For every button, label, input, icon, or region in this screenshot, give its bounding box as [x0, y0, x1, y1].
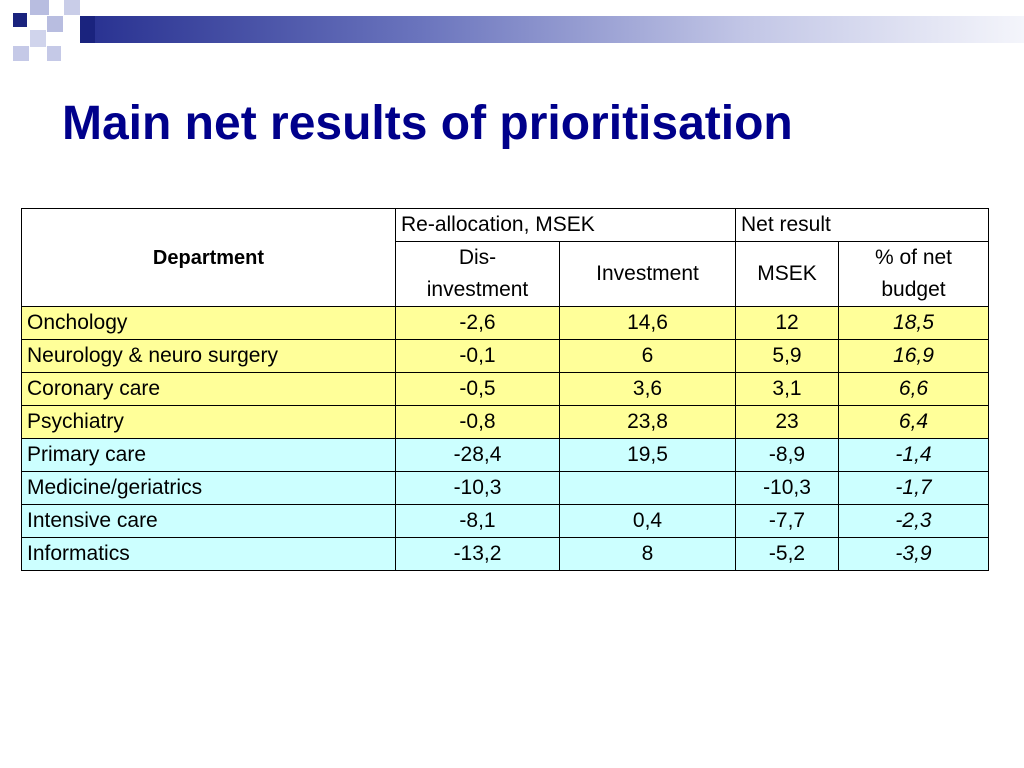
cell-department: Informatics: [21, 537, 396, 571]
header-department: Department: [21, 208, 396, 307]
cell-disinvestment: -2,6: [395, 306, 560, 340]
results-table: Department Re-allocation, MSEK Net resul…: [21, 208, 989, 571]
header-disinvestment: Dis- investment: [395, 241, 560, 307]
cell-net-pct: 6,4: [838, 405, 989, 439]
cell-investment: [559, 471, 736, 505]
cell-net-msek: -8,9: [735, 438, 839, 472]
cell-investment: 0,4: [559, 504, 736, 538]
cell-net-pct: -3,9: [838, 537, 989, 571]
cell-net-pct: -2,3: [838, 504, 989, 538]
header-disinvestment-line2: investment: [426, 278, 529, 301]
cell-net-msek: -5,2: [735, 537, 839, 571]
cell-disinvestment: -28,4: [395, 438, 560, 472]
cell-net-msek: 12: [735, 306, 839, 340]
cell-disinvestment: -10,3: [395, 471, 560, 505]
table-row: Medicine/geriatrics -10,3 -10,3 -1,7: [21, 471, 989, 505]
cell-net-pct: 16,9: [838, 339, 989, 373]
decorative-square: [13, 13, 27, 27]
cell-department: Coronary care: [21, 372, 396, 406]
table-row: Onchology -2,6 14,6 12 18,5: [21, 306, 989, 340]
cell-net-pct: 18,5: [838, 306, 989, 340]
table-row: Neurology & neuro surgery -0,1 6 5,9 16,9: [21, 339, 989, 373]
table-row: Primary care -28,4 19,5 -8,9 -1,4: [21, 438, 989, 472]
cell-investment: 8: [559, 537, 736, 571]
cell-net-pct: -1,7: [838, 471, 989, 505]
cell-investment: 19,5: [559, 438, 736, 472]
header-pct-line2: budget: [881, 278, 946, 301]
cell-net-pct: -1,4: [838, 438, 989, 472]
table-row: Informatics -13,2 8 -5,2 -3,9: [21, 537, 989, 571]
decorative-square: [13, 46, 29, 61]
cell-department: Intensive care: [21, 504, 396, 538]
decorative-square: [30, 30, 46, 47]
cell-disinvestment: -0,1: [395, 339, 560, 373]
table-row: Coronary care -0,5 3,6 3,1 6,6: [21, 372, 989, 406]
header-disinvestment-line1: Dis-: [458, 246, 497, 269]
table-row: Intensive care -8,1 0,4 -7,7 -2,3: [21, 504, 989, 538]
cell-department: Psychiatry: [21, 405, 396, 439]
cell-disinvestment: -13,2: [395, 537, 560, 571]
decorative-square: [47, 46, 61, 61]
cell-department: Neurology & neuro surgery: [21, 339, 396, 373]
cell-investment: 23,8: [559, 405, 736, 439]
cell-net-msek: -7,7: [735, 504, 839, 538]
decorative-square: [80, 16, 95, 43]
cell-disinvestment: -0,8: [395, 405, 560, 439]
cell-disinvestment: -8,1: [395, 504, 560, 538]
header-pct-budget: % of net budget: [838, 241, 989, 307]
cell-net-msek: 5,9: [735, 339, 839, 373]
header-investment: Investment: [559, 241, 736, 307]
cell-net-pct: 6,6: [838, 372, 989, 406]
table-row: Psychiatry -0,8 23,8 23 6,4: [21, 405, 989, 439]
header-net-result: Net result: [735, 208, 989, 242]
cell-investment: 3,6: [559, 372, 736, 406]
header-pct-line1: % of net: [874, 246, 953, 269]
cell-department: Medicine/geriatrics: [21, 471, 396, 505]
decorative-square: [30, 0, 49, 15]
header-gradient-band: [95, 16, 1024, 43]
header-msek: MSEK: [735, 241, 839, 307]
decorative-square: [64, 0, 80, 15]
header-reallocation: Re-allocation, MSEK: [395, 208, 736, 242]
cell-net-msek: 23: [735, 405, 839, 439]
cell-investment: 6: [559, 339, 736, 373]
cell-net-msek: -10,3: [735, 471, 839, 505]
decorative-square: [47, 16, 63, 32]
cell-investment: 14,6: [559, 306, 736, 340]
cell-department: Primary care: [21, 438, 396, 472]
cell-department: Onchology: [21, 306, 396, 340]
cell-net-msek: 3,1: [735, 372, 839, 406]
cell-disinvestment: -0,5: [395, 372, 560, 406]
slide-title: Main net results of prioritisation: [62, 97, 793, 150]
